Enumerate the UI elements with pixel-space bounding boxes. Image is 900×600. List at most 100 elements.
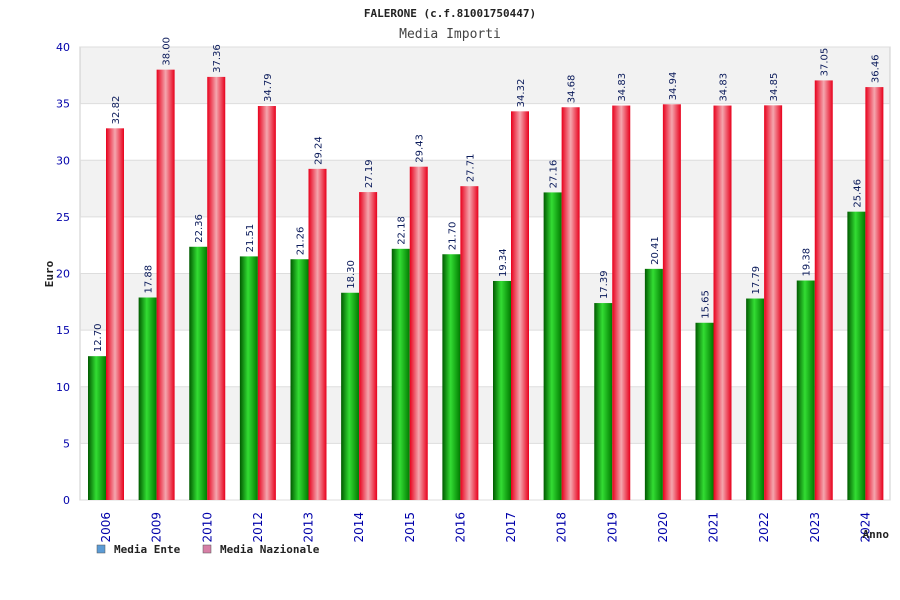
data-label-media-ente: 21.70	[447, 222, 458, 251]
data-label-media-ente: 12.70	[93, 324, 104, 353]
data-label-media-nazionale: 36.46	[870, 54, 881, 83]
bar-media-ente	[644, 268, 663, 500]
data-label-media-nazionale: 34.85	[769, 73, 780, 102]
bar-media-nazionale	[865, 87, 884, 500]
chart-subtitle: Media Importi	[399, 27, 501, 42]
x-tick-label: 2013	[302, 512, 316, 543]
data-label-media-ente: 17.79	[751, 266, 762, 295]
bar-media-ente	[493, 280, 511, 500]
bar-media-nazionale	[814, 80, 833, 500]
data-label-media-nazionale: 32.82	[111, 96, 122, 125]
legend-swatch-media-ente	[96, 544, 106, 554]
data-labels: 12.70 32.82 17.88 38.00 22.36 37.36 21.51 34.79…	[93, 37, 881, 352]
bar-media-nazionale	[409, 166, 428, 500]
data-label-media-ente: 22.36	[194, 214, 205, 243]
x-tick-label: 2014	[352, 512, 366, 543]
bar-media-nazionale	[106, 128, 124, 500]
bar-media-nazionale	[511, 111, 529, 501]
y-tick-label: 40	[56, 41, 70, 54]
data-label-media-nazionale: 27.71	[465, 154, 476, 183]
data-label-media-nazionale: 37.36	[212, 44, 223, 73]
bar-media-nazionale	[713, 105, 732, 501]
x-tick-label: 2024	[858, 512, 872, 543]
y-tick-label: 15	[56, 324, 70, 337]
y-tick-label: 20	[56, 268, 70, 281]
bar-media-ente	[341, 292, 360, 500]
bar-media-ente	[543, 192, 562, 500]
x-tick-label: 2017	[504, 512, 518, 543]
x-tick-label: 2020	[656, 512, 670, 543]
data-label-media-nazionale: 29.24	[314, 136, 325, 165]
bar-media-nazionale	[308, 168, 327, 500]
x-tick-label: 2012	[251, 512, 265, 543]
legend: Media Ente Media Nazionale	[96, 543, 320, 556]
data-label-media-ente: 21.51	[245, 224, 256, 253]
x-tick-label: 2006	[99, 512, 113, 543]
data-label-media-ente: 17.39	[599, 270, 610, 299]
data-label-media-nazionale: 34.68	[567, 75, 578, 104]
x-tick-label: 2021	[707, 512, 721, 543]
x-tick-label: 2009	[150, 512, 164, 543]
bar-media-ente	[88, 356, 106, 500]
data-label-media-ente: 25.46	[852, 179, 863, 208]
data-label-media-nazionale: 38.00	[162, 37, 173, 66]
data-label-media-ente: 20.41	[650, 236, 661, 265]
y-tick-label: 25	[56, 211, 70, 224]
bar-media-nazionale	[460, 186, 479, 500]
data-label-media-ente: 15.65	[701, 290, 712, 319]
data-label-media-ente: 19.38	[802, 248, 813, 277]
legend-swatch-media-nazionale	[202, 544, 212, 554]
y-tick-label: 5	[63, 437, 70, 450]
x-tick-label: 2023	[808, 512, 822, 543]
bar-media-nazionale	[561, 107, 580, 501]
data-label-media-ente: 22.18	[397, 216, 408, 245]
bar-media-ente	[391, 248, 410, 500]
x-axis-label: Anno	[863, 528, 890, 541]
bar-media-ente	[189, 246, 208, 500]
data-label-media-ente: 18.30	[346, 260, 357, 289]
bar-media-ente	[290, 259, 309, 500]
x-tick-label: 2019	[605, 512, 619, 543]
bar-media-ente	[442, 254, 461, 500]
x-tick-label: 2010	[200, 512, 214, 543]
bar-media-nazionale	[156, 69, 175, 501]
data-label-media-nazionale: 34.79	[263, 73, 274, 102]
bar-media-nazionale	[662, 104, 681, 500]
data-label-media-nazionale: 34.83	[617, 73, 628, 102]
data-label-media-ente: 19.34	[498, 248, 509, 277]
bar-media-nazionale	[257, 106, 276, 501]
legend-label-media-ente: Media Ente	[114, 543, 181, 556]
bar-media-ente	[746, 298, 765, 500]
data-label-media-ente: 21.26	[296, 227, 307, 256]
bar-media-nazionale	[359, 192, 378, 501]
data-label-media-nazionale: 34.83	[719, 73, 730, 102]
bar-media-ente	[847, 211, 866, 500]
bar-media-ente	[239, 256, 258, 500]
data-label-media-nazionale: 27.19	[364, 159, 375, 188]
bar-media-ente	[796, 280, 815, 500]
legend-label-media-nazionale: Media Nazionale	[220, 543, 320, 556]
x-tick-label: 2018	[555, 512, 569, 543]
chart-title: FALERONE (c.f.81001750447)	[364, 7, 536, 20]
y-tick-label: 35	[56, 98, 70, 111]
y-tick-label: 30	[56, 154, 70, 167]
x-tick-label: 2022	[757, 512, 771, 543]
x-tick-label: 2016	[453, 512, 467, 543]
y-axis-ticks: 0 5 10 15 20 25 30 35 40	[56, 41, 70, 507]
x-tick-label: 2015	[403, 512, 417, 543]
y-tick-label: 0	[63, 494, 70, 507]
data-label-media-nazionale: 34.94	[668, 72, 679, 101]
bar-media-nazionale	[764, 105, 783, 500]
data-label-media-ente: 17.88	[144, 265, 155, 294]
bar-media-nazionale	[207, 76, 226, 500]
data-label-media-nazionale: 34.32	[516, 79, 527, 108]
data-label-media-ente: 27.16	[549, 160, 560, 189]
data-label-media-nazionale: 37.05	[820, 48, 831, 77]
bar-media-ente	[594, 303, 613, 500]
bar-media-ente	[695, 322, 714, 500]
data-label-media-nazionale: 29.43	[415, 134, 426, 163]
y-tick-label: 10	[56, 381, 70, 394]
y-axis-label: Euro	[43, 260, 56, 287]
bar-media-ente	[138, 297, 157, 500]
